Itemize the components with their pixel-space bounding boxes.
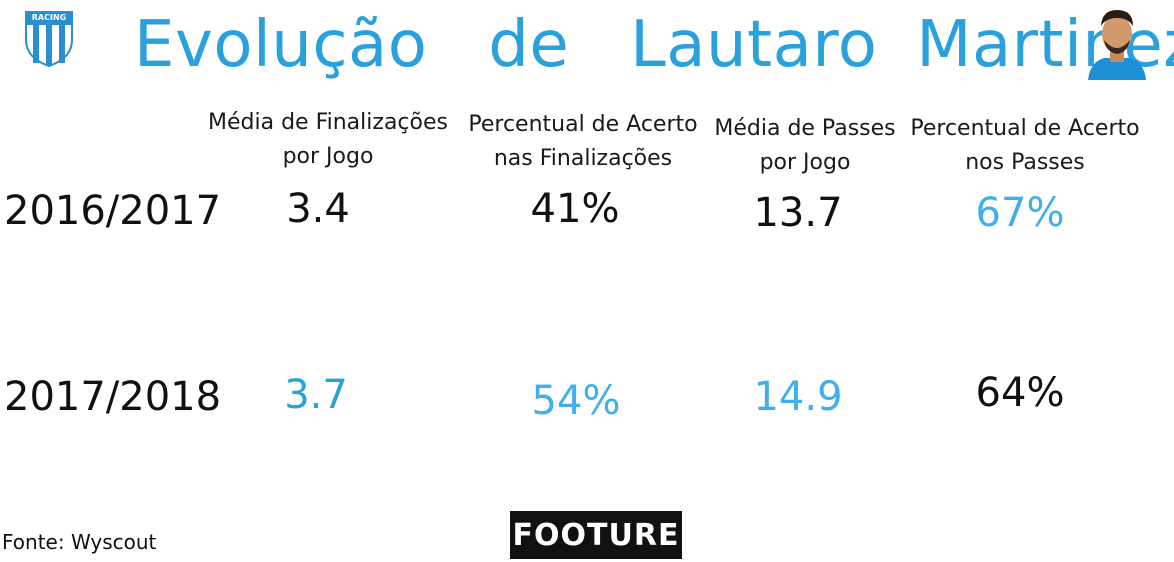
stat-value: 3.4 (286, 186, 350, 232)
header-shots-per-game: Média de Finalizações por Jogo (196, 106, 460, 174)
header-passes-per-game: Média de Passes por Jogo (704, 112, 906, 180)
stat-value: 3.7 (284, 372, 348, 418)
source-note: Fonte: Wyscout (2, 530, 157, 554)
season-label: 2016/2017 (4, 188, 222, 234)
header-line: Percentual de Acerto (910, 116, 1140, 141)
footure-logo: FOOTURE (510, 511, 682, 559)
header-line: por Jogo (282, 144, 374, 169)
stat-value: 14.9 (753, 374, 843, 420)
header-shot-accuracy: Percentual de Acerto nas Finalizações (464, 108, 702, 176)
stat-value: 67% (975, 190, 1065, 236)
stat-value: 64% (975, 370, 1065, 416)
header-line: Percentual de Acerto (468, 112, 698, 137)
header-line: nos Passes (965, 150, 1085, 175)
stat-value: 54% (531, 378, 621, 424)
brand-text: FOOTURE (512, 517, 680, 553)
season-label: 2017/2018 (4, 374, 222, 420)
header-line: por Jogo (759, 150, 851, 175)
stat-value: 41% (530, 186, 620, 232)
title-word: Lautaro (630, 8, 878, 82)
title-word: Evolução (134, 8, 428, 82)
player-photo (1082, 2, 1152, 80)
header-pass-accuracy: Percentual de Acerto nos Passes (906, 112, 1144, 180)
racing-club-crest: RACING (24, 10, 74, 68)
stat-value: 13.7 (753, 190, 843, 236)
header-line: Média de Finalizações (208, 110, 448, 135)
page-title: Evolução de Lautaro Martinez (134, 2, 1174, 88)
header-line: nas Finalizações (493, 146, 673, 171)
title-word: de (488, 8, 570, 82)
header-line: Média de Passes (714, 116, 896, 141)
crest-label: RACING (31, 13, 67, 22)
